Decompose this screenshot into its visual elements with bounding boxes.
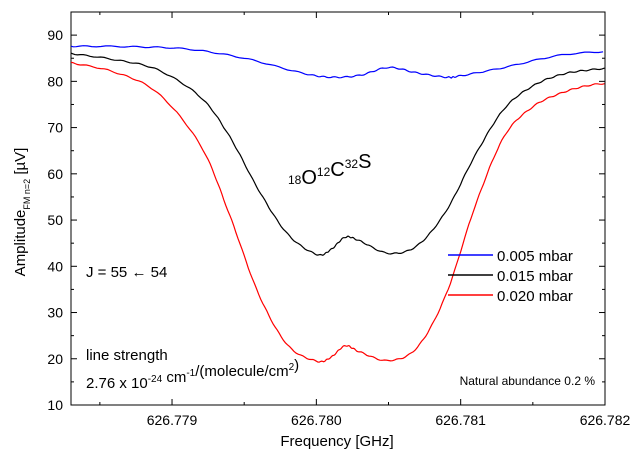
abundance-label: Natural abundance 0.2 % — [460, 374, 596, 388]
text-part: S — [358, 151, 371, 173]
y-tick-label: 60 — [47, 166, 63, 182]
text-part: ) — [294, 357, 299, 374]
x-axis-label: Frequency [GHz] — [280, 433, 393, 450]
text-part: C — [330, 159, 344, 181]
y-tick-label: 70 — [47, 120, 63, 136]
superscript: 18 — [288, 173, 302, 187]
y-tick-label: 80 — [47, 73, 63, 89]
y-axis-label-unit: [µV] — [12, 148, 29, 179]
y-tick-label: 20 — [47, 351, 63, 367]
superscript: 12 — [317, 165, 331, 179]
axis-ticks: 626.779 626.780 626.781 626.782 10 20 30 40 50 60… — [47, 12, 631, 428]
text-part: 2.76 x 10 — [86, 375, 148, 392]
x-tick-label: 626.780 — [291, 412, 342, 428]
y-axis-label: AmplitudeFM n=2 [µV] — [12, 148, 32, 277]
superscript: 2 — [289, 362, 295, 373]
superscript: 32 — [345, 157, 359, 171]
line-strength-value: 2.76 x 10-24 cm-1/(molecule/cm2) — [86, 357, 299, 392]
legend: 0.005 mbar 0.015 mbar 0.020 mbar — [448, 248, 573, 305]
y-tick-label: 40 — [47, 258, 63, 274]
legend-label: 0.020 mbar — [497, 288, 573, 305]
legend-label: 0.005 mbar — [497, 248, 573, 265]
superscript: -1 — [186, 368, 195, 379]
y-axis-label-subscript: FM n=2 — [22, 179, 32, 210]
y-tick-label: 90 — [47, 27, 63, 43]
y-axis-label-main: Amplitude — [12, 210, 29, 277]
series-lines — [70, 45, 605, 363]
line-strength-label: line strength — [86, 347, 168, 364]
series-line-0-005-mbar — [70, 45, 604, 79]
text-part: O — [301, 167, 317, 189]
series-line-0-020-mbar — [70, 61, 605, 363]
molecule-label: 18O12C32S — [288, 151, 371, 189]
superscript: -24 — [148, 374, 163, 385]
x-tick-label: 626.782 — [580, 412, 631, 428]
series-line-0-015-mbar — [70, 52, 605, 256]
x-tick-label: 626.779 — [147, 412, 198, 428]
y-tick-label: 30 — [47, 305, 63, 321]
text-part: cm — [162, 369, 186, 386]
y-tick-label: 10 — [47, 397, 63, 413]
y-tick-label: 50 — [47, 212, 63, 228]
text-part: /(molecule/cm — [195, 363, 288, 380]
transition-label: J = 55 ← 54 — [86, 264, 167, 281]
plot-frame — [70, 11, 606, 406]
legend-label: 0.015 mbar — [497, 268, 573, 285]
x-tick-label: 626.781 — [435, 412, 486, 428]
